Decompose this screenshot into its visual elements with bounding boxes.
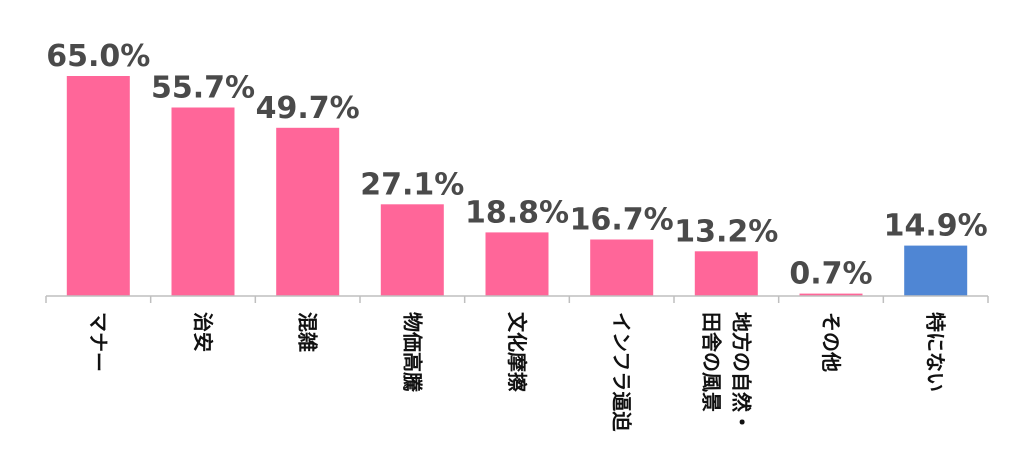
data-label: 27.1% [360, 167, 464, 202]
category-label: 文化摩擦 [505, 312, 529, 392]
category-label: 混雑 [296, 312, 320, 352]
data-label: 13.2% [674, 214, 778, 249]
category-label: 物価高騰 [400, 312, 424, 393]
category-labels-group: マナー 治安 混雑 物価高騰 文化摩擦 インフラ逼迫 地方の自然・田舎の風景 その他 特にない [86, 312, 947, 432]
bar [380, 204, 444, 296]
bars-group [66, 76, 968, 296]
category-label: 地方の自然・ [729, 312, 753, 432]
bar [276, 127, 340, 296]
category-label: 治安 [191, 312, 215, 352]
category-label: その他 [819, 312, 843, 372]
bar [694, 251, 758, 296]
data-label: 18.8% [465, 195, 569, 230]
bar [485, 232, 549, 296]
data-label: 14.9% [884, 209, 988, 244]
bar [590, 239, 654, 296]
category-label: マナー [86, 312, 110, 372]
bar [171, 107, 235, 296]
data-label: 0.7% [789, 257, 872, 292]
data-label: 49.7% [256, 91, 360, 126]
bar [904, 245, 968, 296]
value-labels-group: 65.0%55.7%49.7% 27.1%18.8% 16.7% 13.2% 0.7% 1… [46, 39, 987, 292]
data-label: 16.7% [570, 203, 674, 238]
bar [66, 76, 130, 296]
category-label: 特にない [924, 312, 948, 392]
data-label: 55.7% [151, 71, 255, 106]
category-label: インフラ逼迫 [610, 312, 634, 432]
data-label: 65.0% [46, 39, 150, 74]
bar [799, 293, 863, 296]
x-axis-ticks [45, 296, 989, 303]
category-label: 田舎の風景 [699, 312, 723, 412]
